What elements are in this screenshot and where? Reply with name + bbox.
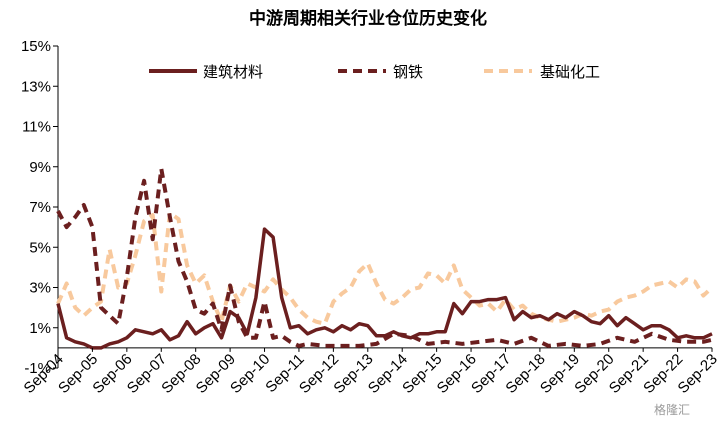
series-line-1 <box>56 227 713 350</box>
watermark-text: 格隆汇 <box>654 402 690 417</box>
x-axis-ticks: Sep-04Sep-05Sep-06Sep-07Sep-08Sep-09Sep-… <box>21 347 721 397</box>
legend-label-series-3: 基础化工 <box>540 63 600 81</box>
plot-area <box>56 166 714 350</box>
legend: 建筑材料 钢铁 基础化工 <box>149 63 600 81</box>
legend-label-series-1: 建筑材料 <box>203 63 263 81</box>
y-tick-label: 9% <box>29 159 51 176</box>
y-tick-label: -1% <box>24 360 51 377</box>
y-tick-label: 13% <box>21 78 51 95</box>
y-tick-label: 5% <box>29 239 51 256</box>
chart-title: 中游周期相关行业仓位历史变化 <box>249 8 487 29</box>
y-tick-label: 15% <box>21 38 51 55</box>
y-axis-ticks: -1% 1% 3% 5% 7% 9% 11% 13% 15% <box>21 38 58 377</box>
y-tick-label: 3% <box>29 280 51 297</box>
y-tick-label: 1% <box>29 320 51 337</box>
legend-label-series-2: 钢铁 <box>393 63 423 81</box>
y-tick-label: 11% <box>22 119 51 136</box>
series-line-2 <box>56 166 713 348</box>
x-tick-label: Sep-23 <box>675 351 721 397</box>
x-tick-label: Sep-10 <box>227 351 273 397</box>
y-tick-label: 7% <box>29 199 51 216</box>
series-line-3 <box>56 211 714 326</box>
